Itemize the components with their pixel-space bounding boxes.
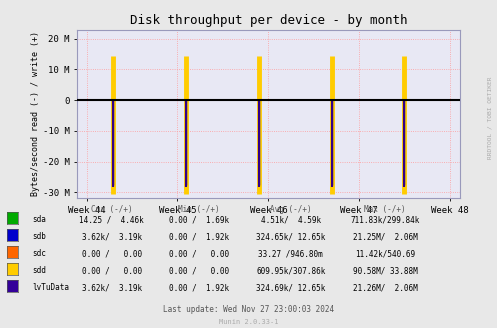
Text: 33.27 /946.80m: 33.27 /946.80m — [258, 249, 323, 258]
Text: 609.95k/307.86k: 609.95k/307.86k — [256, 266, 326, 276]
Text: 0.00 /   0.00: 0.00 / 0.00 — [82, 266, 142, 276]
Text: 3.62k/  3.19k: 3.62k/ 3.19k — [82, 232, 142, 241]
Text: 4.51k/  4.59k: 4.51k/ 4.59k — [261, 215, 321, 224]
Text: 0.00 /   0.00: 0.00 / 0.00 — [82, 249, 142, 258]
Text: 14.25 /  4.46k: 14.25 / 4.46k — [80, 215, 144, 224]
Text: 0.00 /  1.92k: 0.00 / 1.92k — [169, 283, 229, 293]
Title: Disk throughput per device - by month: Disk throughput per device - by month — [130, 14, 407, 27]
Y-axis label: Bytes/second read (-) / write (+): Bytes/second read (-) / write (+) — [31, 31, 40, 196]
Text: 0.00 /   0.00: 0.00 / 0.00 — [169, 266, 229, 276]
Text: 324.65k/ 12.65k: 324.65k/ 12.65k — [256, 232, 326, 241]
Text: 3.62k/  3.19k: 3.62k/ 3.19k — [82, 283, 142, 293]
Text: lvTuData: lvTuData — [32, 283, 69, 293]
Text: Avg (-/+): Avg (-/+) — [270, 205, 312, 214]
Text: sdd: sdd — [32, 266, 46, 276]
Text: 11.42k/540.69: 11.42k/540.69 — [355, 249, 415, 258]
Text: RRDTOOL / TOBI OETIKER: RRDTOOL / TOBI OETIKER — [487, 77, 492, 159]
Text: Max (-/+): Max (-/+) — [364, 205, 406, 214]
Text: 324.69k/ 12.65k: 324.69k/ 12.65k — [256, 283, 326, 293]
Text: 711.83k/299.84k: 711.83k/299.84k — [350, 215, 420, 224]
Text: 21.25M/  2.06M: 21.25M/ 2.06M — [353, 232, 417, 241]
Text: sda: sda — [32, 215, 46, 224]
Text: 0.00 /  1.92k: 0.00 / 1.92k — [169, 232, 229, 241]
Text: Min (-/+): Min (-/+) — [178, 205, 220, 214]
Text: Last update: Wed Nov 27 23:00:03 2024: Last update: Wed Nov 27 23:00:03 2024 — [163, 305, 334, 315]
Text: Cur (-/+): Cur (-/+) — [91, 205, 133, 214]
Text: 21.26M/  2.06M: 21.26M/ 2.06M — [353, 283, 417, 293]
Text: sdb: sdb — [32, 232, 46, 241]
Text: Munin 2.0.33-1: Munin 2.0.33-1 — [219, 319, 278, 325]
Text: 90.58M/ 33.88M: 90.58M/ 33.88M — [353, 266, 417, 276]
Text: 0.00 /   0.00: 0.00 / 0.00 — [169, 249, 229, 258]
Text: 0.00 /  1.69k: 0.00 / 1.69k — [169, 215, 229, 224]
Text: sdc: sdc — [32, 249, 46, 258]
